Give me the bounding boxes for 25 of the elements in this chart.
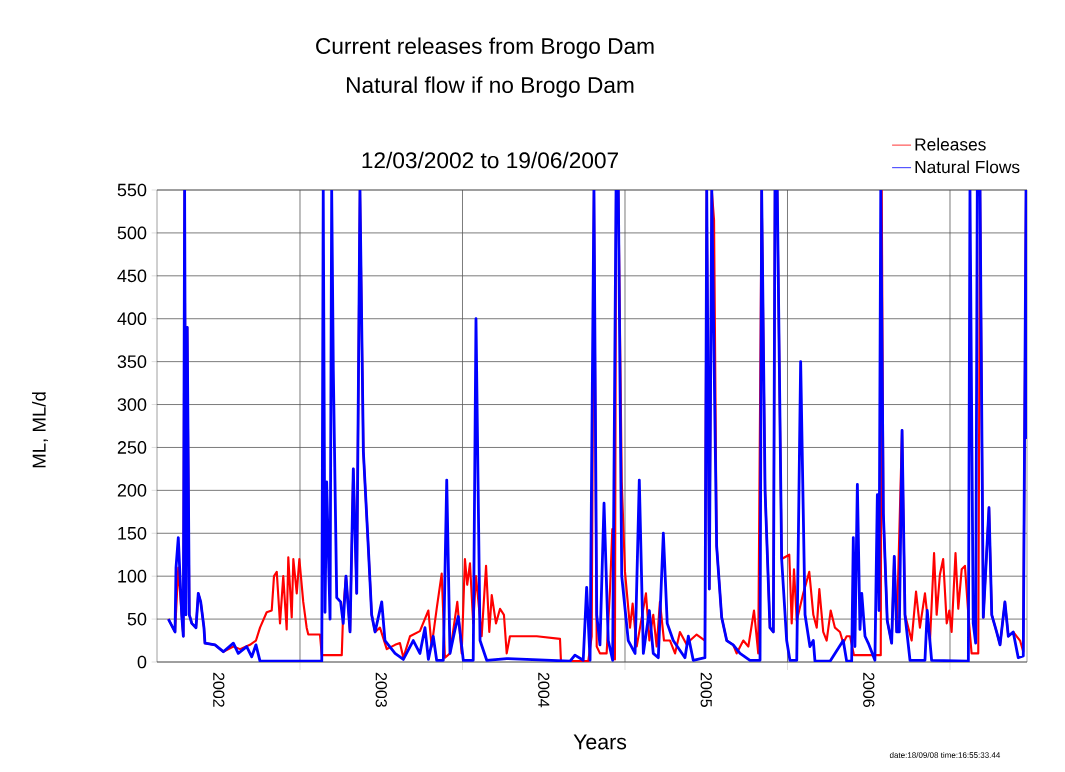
y-tick-label: 250 [117,441,147,454]
chart-title: Current releases from Brogo Dam [316,37,654,59]
y-tick-label: 350 [117,355,147,368]
y-tick-label: 0 [137,655,147,669]
y-axis-title: ML, ML/d [32,392,48,468]
x-axis-title: Years [573,734,627,750]
legend-label: Natural Flows [915,160,1020,174]
y-tick-label: 100 [118,569,147,583]
y-tick-label: 50 [127,612,147,626]
text: 12/03/2002 to 19/06/2007 [362,151,618,169]
x-tick-label: 2004 [538,672,550,708]
x-tick-label: 2006 [863,672,875,707]
y-tick-label: 450 [117,269,147,283]
x-tick-label: 2005 [700,672,712,707]
y-tick-label: 550 [117,183,147,197]
y-tick-label: 200 [117,483,147,497]
x-tick-label: 2002 [213,672,225,707]
y-tick-label: 300 [117,398,147,411]
y-tick-label: 150 [118,526,147,540]
x-tick-label: 2003 [375,672,387,707]
chart-subtitle: Natural flow if no Brogo Dam [346,76,634,98]
legend-label: Releases [915,137,986,151]
y-tick-label: 400 [117,312,147,326]
text: date:18/09/08 time:16:55:33.44 [889,752,1001,758]
y-tick-label: 500 [117,226,147,240]
